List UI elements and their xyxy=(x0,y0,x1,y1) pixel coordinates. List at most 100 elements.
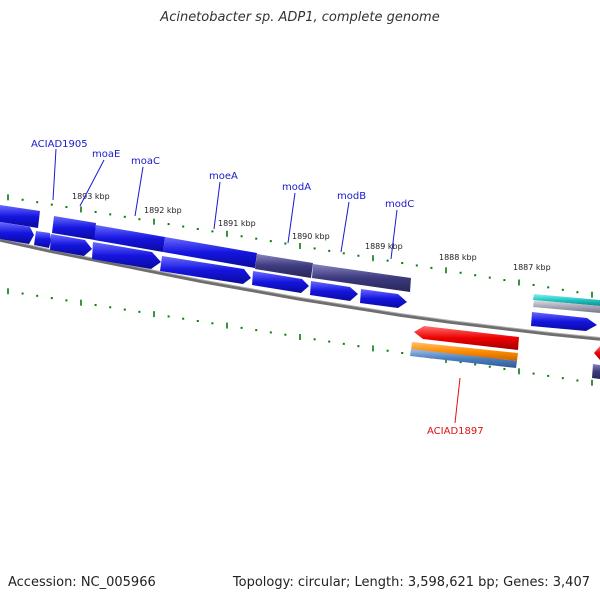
gene-modB-modC[interactable] xyxy=(312,264,411,292)
genome-summary-text: Topology: circular; Length: 3,598,621 bp… xyxy=(232,575,590,590)
outer-tick-23 xyxy=(342,252,345,255)
gene-label-modB[interactable]: modB xyxy=(337,191,366,202)
gene-arrow-1887[interactable] xyxy=(531,312,597,331)
inner-tick-36 xyxy=(532,372,535,375)
gene-moaE[interactable] xyxy=(52,216,96,240)
outer-tick-18 xyxy=(269,240,272,243)
outer-tick-6 xyxy=(94,210,97,213)
gene-label-moaC[interactable]: moaC xyxy=(131,156,160,167)
outer-tick-9 xyxy=(138,218,141,221)
gene-teal-1887[interactable] xyxy=(533,294,600,313)
inner-tick-14 xyxy=(211,322,214,325)
inner-tick-6 xyxy=(94,303,97,306)
outer-tick-33 xyxy=(488,276,491,279)
inner-tick-23 xyxy=(342,342,345,345)
tick-label-1893: 1893 kbp xyxy=(72,192,110,201)
gene-aciad1905-upper[interactable] xyxy=(0,205,40,228)
genome-backbone xyxy=(0,238,600,341)
inner-tick-27 xyxy=(401,352,404,355)
gene-arrow-2[interactable] xyxy=(34,231,51,248)
inner-tick-22 xyxy=(328,340,331,343)
tick-label-1888: 1888 kbp xyxy=(439,253,477,262)
inner-tick-2 xyxy=(36,294,39,297)
inner-tick-7 xyxy=(109,306,112,309)
gene-label-aciad1897[interactable]: ACIAD1897 xyxy=(427,426,484,437)
gene-arrow-3[interactable] xyxy=(50,234,92,256)
outer-tick-7 xyxy=(109,213,112,216)
inner-tick-18 xyxy=(269,331,272,334)
outer-tick-12 xyxy=(182,225,185,228)
gene-modA[interactable] xyxy=(255,254,313,278)
outer-tick-34 xyxy=(503,279,506,282)
gene-label-moaE[interactable]: moaE xyxy=(92,149,120,160)
outer-tick-14 xyxy=(211,230,214,233)
gene-arrow-8[interactable] xyxy=(360,289,407,308)
leader-lines xyxy=(52,148,398,260)
inner-tick-3 xyxy=(50,297,53,300)
gene-label-aciad1905[interactable]: ACIAD1905 xyxy=(31,139,88,150)
tick-label-1889: 1889 kbp xyxy=(365,242,403,251)
inner-tick-26 xyxy=(386,349,389,352)
inner-tick-1 xyxy=(21,292,24,295)
tick-labels: 1893 kbp 1892 kbp 1891 kbp 1890 kbp 1889… xyxy=(72,192,551,272)
inner-tick-19 xyxy=(284,333,287,336)
inner-tick-31 xyxy=(459,361,462,364)
outer-tick-11 xyxy=(167,223,170,226)
gene-label-moeA[interactable]: moeA xyxy=(209,171,238,182)
tick-label-1891: 1891 kbp xyxy=(218,219,256,228)
outer-tick-31 xyxy=(459,271,462,274)
inner-tick-16 xyxy=(240,326,243,329)
inner-tick-37 xyxy=(547,374,550,377)
outer-tick-38 xyxy=(561,288,564,291)
inner-tick-ring xyxy=(7,288,593,386)
outer-tick-26 xyxy=(386,259,389,262)
tick-label-1890: 1890 kbp xyxy=(292,232,330,241)
outer-tick-8 xyxy=(123,215,126,218)
gene-moeA[interactable] xyxy=(163,237,257,268)
outer-tick-17 xyxy=(255,237,258,240)
outer-tick-28 xyxy=(415,264,418,267)
inner-tick-21 xyxy=(313,338,316,341)
outer-tick-1 xyxy=(21,198,24,201)
inner-tick-4 xyxy=(65,299,68,302)
gene-red-edge[interactable] xyxy=(594,346,600,360)
outer-tick-19 xyxy=(284,242,287,245)
accession-text: Accession: NC_005966 xyxy=(8,575,156,590)
outer-tick-32 xyxy=(474,274,477,277)
gene-orange-reverse[interactable] xyxy=(410,342,518,368)
gene-arrow-6[interactable] xyxy=(252,271,309,293)
inner-tick-38 xyxy=(561,377,564,380)
tick-label-1887: 1887 kbp xyxy=(513,263,551,272)
gene-label-modA[interactable]: modA xyxy=(282,182,311,193)
outer-tick-4 xyxy=(65,206,68,209)
inner-tick-13 xyxy=(196,319,199,322)
outer-tick-21 xyxy=(313,247,316,250)
gene-moaC[interactable] xyxy=(94,225,165,252)
leader-line-aciad1897 xyxy=(454,377,461,424)
inner-tick-11 xyxy=(167,315,170,318)
inner-tick-9 xyxy=(138,310,141,313)
outer-tick-39 xyxy=(576,291,579,294)
map-title: Acinetobacter sp. ADP1, complete genome xyxy=(160,10,440,25)
outer-tick-24 xyxy=(357,254,360,257)
outer-tick-36 xyxy=(532,283,535,286)
gene-aciad1897[interactable] xyxy=(414,326,519,350)
gene-arrow-7[interactable] xyxy=(310,281,358,301)
outer-tick-2 xyxy=(36,201,39,204)
inner-tick-33 xyxy=(488,365,491,368)
outer-tick-13 xyxy=(196,227,199,230)
inner-tick-39 xyxy=(576,379,579,382)
inner-tick-12 xyxy=(182,317,185,320)
outer-tick-ring xyxy=(7,194,593,298)
inner-tick-24 xyxy=(357,345,360,348)
gene-label-modC[interactable]: modC xyxy=(385,199,414,210)
outer-tick-27 xyxy=(401,262,404,265)
gene-purple-edge[interactable] xyxy=(592,364,600,379)
gene-arrow-4[interactable] xyxy=(92,242,161,269)
tick-label-1892: 1892 kbp xyxy=(144,206,182,215)
gene-arrow-5[interactable] xyxy=(160,256,251,284)
outer-tick-3 xyxy=(50,203,53,206)
gene-arrow-1[interactable] xyxy=(0,222,34,244)
outer-tick-37 xyxy=(547,286,550,289)
inner-tick-8 xyxy=(123,308,126,311)
